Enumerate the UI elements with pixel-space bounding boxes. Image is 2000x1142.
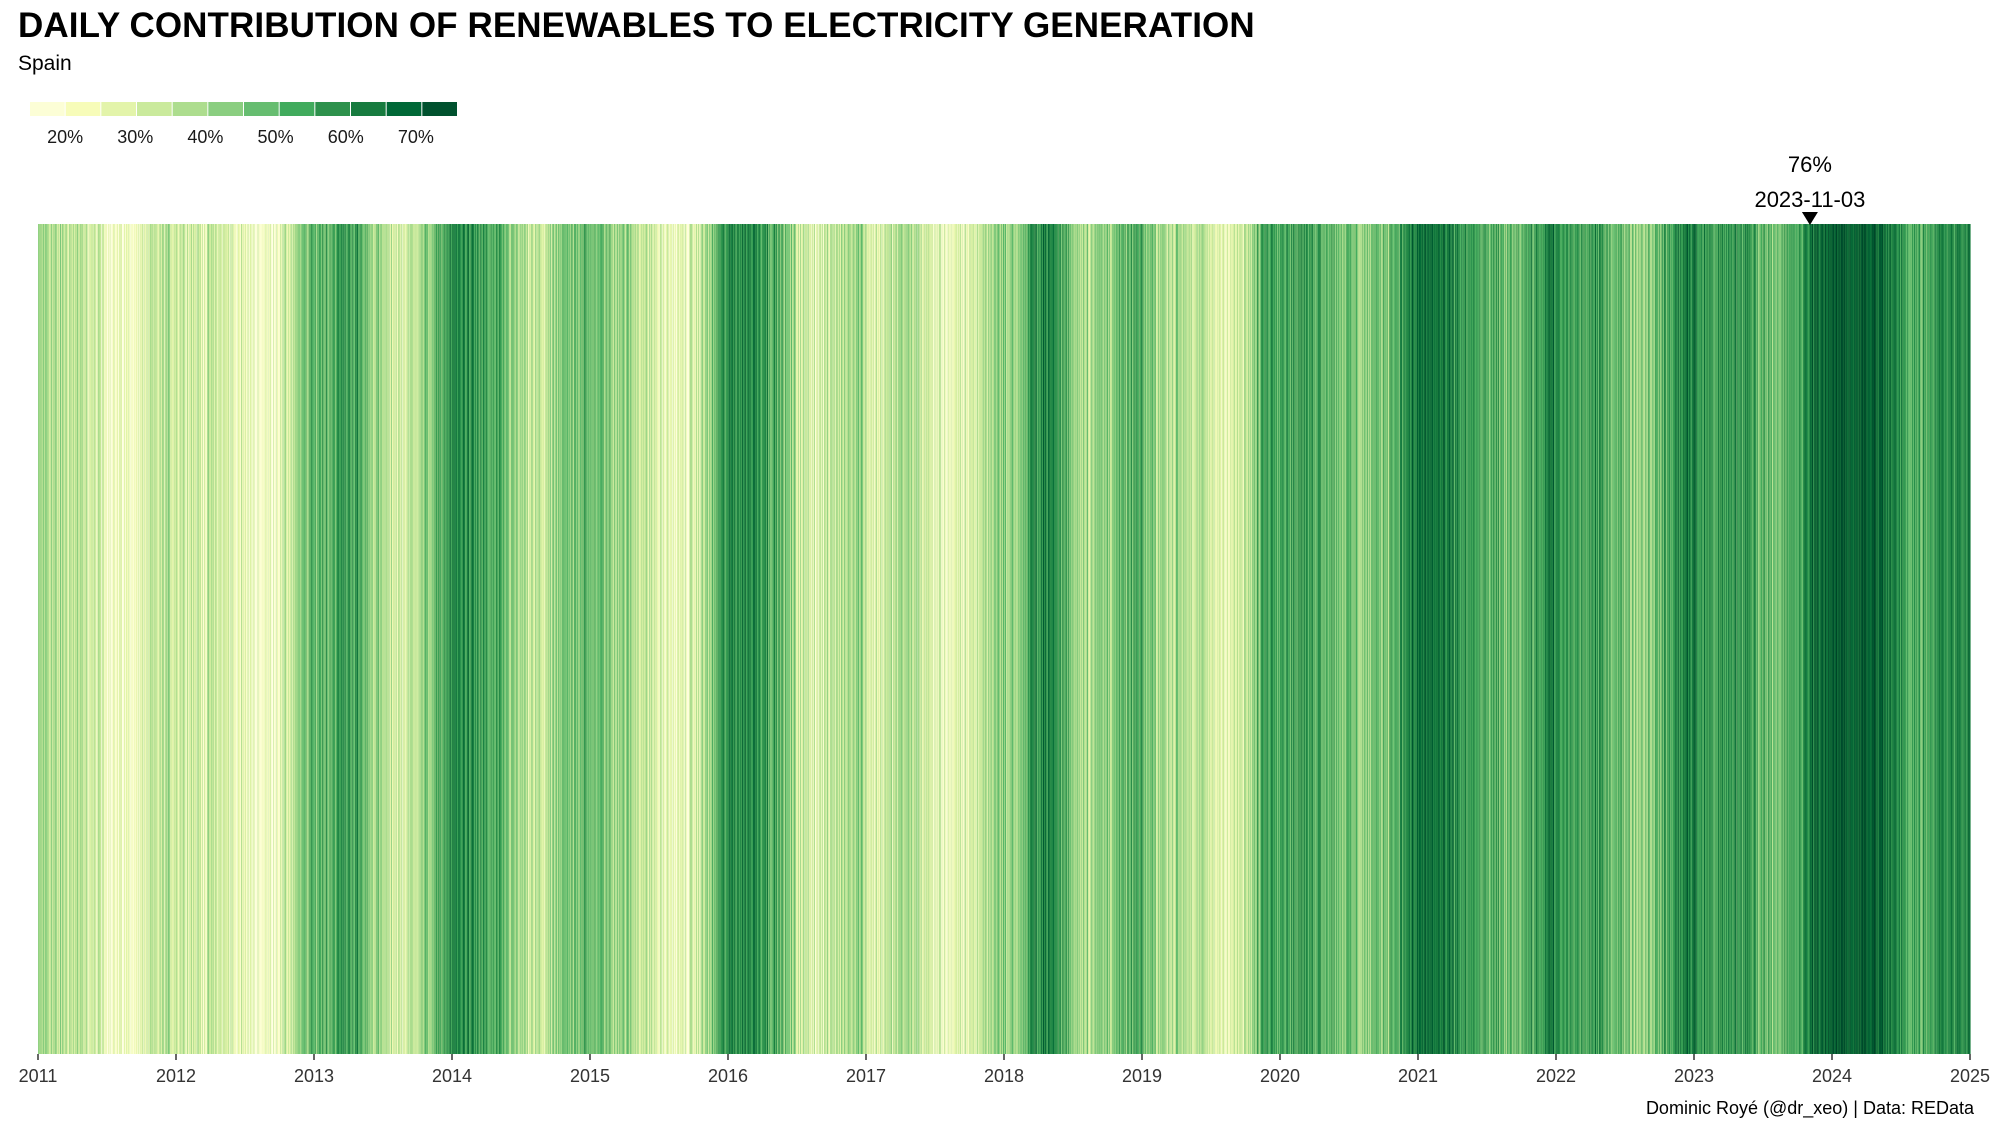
legend-color-bin: [65, 102, 101, 116]
legend-tick-label: 20%: [47, 127, 83, 147]
legend-color-bin: [315, 102, 350, 116]
legend-color-bin: [208, 102, 243, 116]
legend-tick-label: 30%: [117, 127, 153, 147]
legend-color-bin: [422, 102, 457, 116]
legend-color-bin: [351, 102, 386, 116]
chart-subtitle: Spain: [18, 52, 72, 75]
legend-color-bin: [137, 102, 172, 116]
legend-color-bin: [386, 102, 422, 116]
legend-tick-label: 70%: [398, 127, 434, 147]
legend-color-bin: [244, 102, 279, 116]
legend-color-bin: [30, 102, 65, 116]
daily-stripes: [38, 224, 1971, 1054]
chart-title: DAILY CONTRIBUTION OF RENEWABLES TO ELEC…: [18, 6, 1255, 45]
color-legend: 20% 30% 40% 50% 60% 70%: [30, 102, 457, 147]
legend-color-bin: [172, 102, 208, 116]
legend-tick-label: 50%: [258, 127, 294, 147]
legend-tick-label: 40%: [187, 127, 223, 147]
legend-color-bin: [279, 102, 315, 116]
legend-color-bin: [101, 102, 136, 116]
legend-tick-label: 60%: [328, 127, 364, 147]
